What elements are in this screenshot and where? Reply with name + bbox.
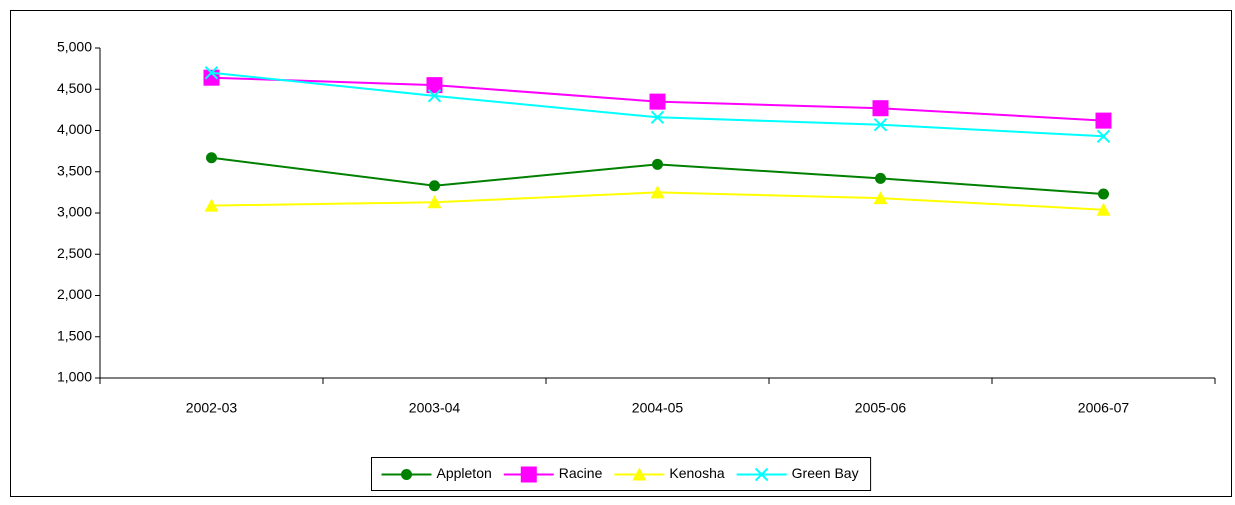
marker (1095, 112, 1112, 129)
legend-label: Racine (559, 465, 603, 481)
y-tick-label: 4,000 (57, 121, 92, 137)
y-tick-label: 2,000 (57, 286, 92, 302)
marker (650, 110, 665, 125)
marker (1096, 202, 1111, 216)
marker (754, 467, 769, 482)
y-tick-label: 3,500 (57, 162, 92, 178)
marker (650, 185, 665, 199)
marker (401, 469, 412, 480)
x-tick-label: 2006-07 (1078, 400, 1130, 416)
marker (632, 467, 647, 481)
marker (873, 191, 888, 205)
y-tick-label: 4,500 (57, 80, 92, 96)
legend-label: Kenosha (669, 465, 724, 481)
marker (1096, 129, 1111, 143)
marker (429, 180, 440, 192)
x-tick-label: 2004-05 (632, 400, 684, 416)
x-tick-label: 2005-06 (855, 400, 907, 416)
y-tick-label: 1,500 (57, 327, 92, 343)
marker (649, 93, 666, 110)
marker (520, 466, 537, 483)
marker (427, 89, 442, 103)
legend: Appleton Racine Kenosha Green Bay (371, 457, 872, 491)
chart-frame (10, 10, 1232, 497)
x-tick-label: 2003-04 (409, 400, 461, 416)
y-tick-label: 5,000 (57, 39, 92, 55)
marker (427, 195, 442, 209)
legend-label: Green Bay (792, 465, 859, 481)
marker (1098, 188, 1109, 200)
y-tick-label: 3,000 (57, 204, 92, 220)
x-tick-label: 2002-03 (186, 400, 238, 416)
legend-label: Appleton (437, 465, 492, 481)
marker (204, 198, 219, 212)
marker (872, 100, 889, 117)
marker (875, 172, 886, 184)
marker (426, 77, 443, 94)
y-tick-label: 2,500 (57, 245, 92, 261)
marker (206, 152, 217, 164)
marker (873, 118, 888, 132)
marker (652, 158, 663, 170)
marker (204, 66, 219, 80)
y-tick-label: 1,000 (57, 369, 92, 385)
